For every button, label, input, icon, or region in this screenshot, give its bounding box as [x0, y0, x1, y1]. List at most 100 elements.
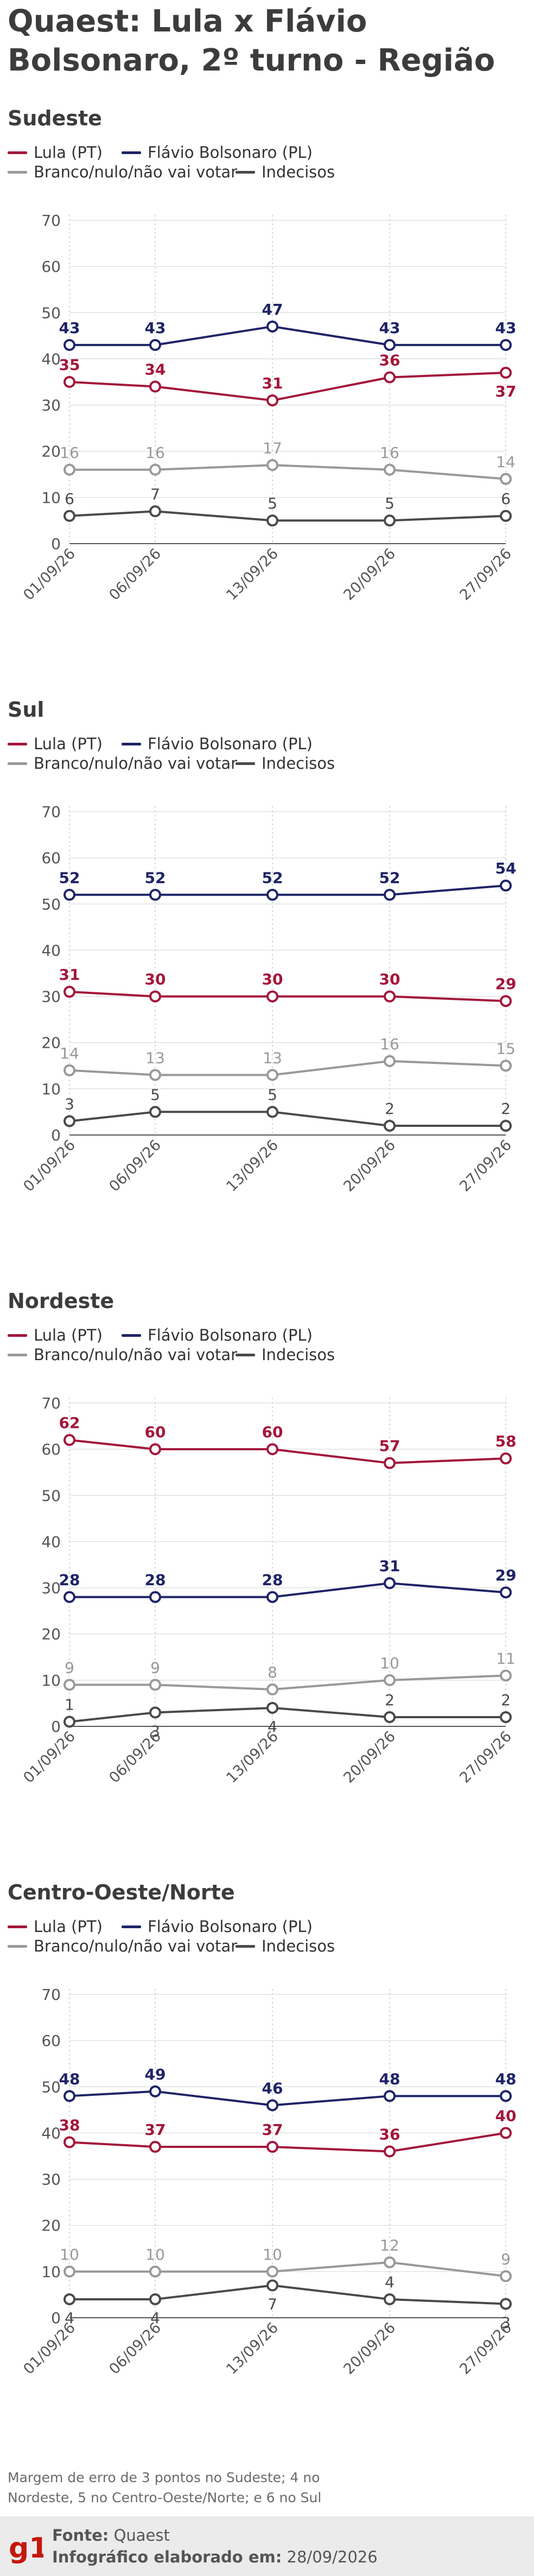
data-label: 40	[495, 2107, 517, 2125]
legend-swatch	[8, 171, 27, 174]
data-label: 43	[379, 319, 400, 337]
data-label: 58	[495, 1432, 517, 1450]
credit-value: 28/09/2026	[287, 2548, 378, 2566]
data-label: 3	[65, 1095, 74, 1113]
y-tick-label: 0	[51, 535, 61, 553]
series-line	[69, 884, 506, 896]
data-point	[63, 1064, 75, 1076]
data-label: 48	[379, 2070, 400, 2088]
data-label: 37	[495, 382, 517, 400]
source-label: Fonte:	[52, 2526, 109, 2545]
source-value: Quaest	[113, 2526, 170, 2545]
data-point	[63, 889, 75, 901]
data-point	[63, 463, 75, 476]
y-tick-label: 70	[41, 1394, 61, 1412]
data-label: 14	[496, 453, 516, 471]
y-tick-label: 70	[41, 1986, 61, 2004]
data-point	[266, 990, 278, 1003]
y-tick-label: 60	[41, 258, 61, 276]
y-tick-label: 50	[41, 304, 61, 322]
data-point	[500, 2270, 512, 2282]
legend-label: Indecisos	[262, 1346, 335, 1364]
data-label: 13	[263, 1049, 282, 1067]
data-label: 43	[59, 319, 80, 337]
y-tick-label: 0	[51, 2309, 61, 2327]
data-label: 48	[495, 2070, 517, 2088]
region-title: Sudeste	[8, 106, 102, 130]
data-point	[63, 1716, 75, 1728]
data-point	[500, 995, 512, 1008]
data-point	[266, 1106, 278, 1118]
data-label: 52	[59, 869, 80, 887]
y-tick-label: 60	[41, 849, 61, 867]
y-tick-label: 10	[41, 489, 61, 507]
data-point	[500, 1669, 512, 1682]
region-chart-block: Centro-Oeste/Norte Lula (PT) Flávio Bolson…	[0, 1880, 534, 2456]
x-tick-label: 01/09/26	[20, 2319, 79, 2378]
data-point	[500, 879, 512, 892]
legend-label: Flávio Bolsonaro (PL)	[148, 1917, 313, 1936]
data-label: 37	[262, 2121, 283, 2139]
legend-label: Branco/nulo/não vai votar	[34, 754, 238, 773]
x-tick-label: 27/09/26	[456, 1137, 515, 1195]
y-tick-label: 10	[41, 2263, 61, 2281]
footer: g1 Fonte: Quaest Infográfico elaborado e…	[0, 2516, 534, 2576]
y-tick-label: 70	[41, 212, 61, 229]
data-label: 16	[145, 444, 165, 462]
y-tick-label: 30	[41, 988, 61, 1006]
data-point	[63, 339, 75, 351]
data-point	[384, 889, 396, 901]
x-tick-label: 13/09/26	[223, 1728, 282, 1787]
credit-label: Infográfico elaborado em:	[52, 2548, 282, 2566]
legend-label: Branco/nulo/não vai votar	[34, 1937, 238, 1955]
data-point	[63, 1434, 75, 1446]
legend-swatch	[8, 743, 27, 745]
data-label: 62	[59, 1414, 80, 1432]
data-point	[63, 2090, 75, 2102]
y-tick-label: 20	[41, 1034, 61, 1052]
data-point	[384, 2090, 396, 2102]
legend-swatch	[8, 1945, 27, 1948]
data-point	[149, 463, 161, 476]
data-label: 10	[60, 2246, 79, 2263]
legend-label: Flávio Bolsonaro (PL)	[148, 1326, 313, 1344]
data-label: 31	[379, 1557, 400, 1575]
data-label: 4	[150, 2309, 160, 2327]
x-tick-label: 01/09/26	[20, 1137, 79, 1195]
data-point	[149, 2140, 161, 2153]
data-label: 16	[380, 444, 399, 462]
legend-swatch	[122, 151, 141, 154]
y-tick-label: 20	[41, 443, 61, 461]
data-label: 15	[496, 1040, 516, 1057]
data-point	[266, 1591, 278, 1603]
data-point	[63, 376, 75, 388]
y-tick-label: 40	[41, 2124, 61, 2142]
data-point	[149, 2265, 161, 2278]
data-label: 7	[268, 2295, 277, 2313]
legend-label: Branco/nulo/não vai votar	[34, 1346, 238, 1364]
legend-swatch	[8, 762, 27, 765]
series-line	[69, 1439, 506, 1464]
data-label: 34	[145, 361, 166, 379]
series-line	[69, 325, 506, 346]
data-point	[63, 1679, 75, 1691]
legend-label: Lula (PT)	[34, 143, 103, 162]
data-label: 31	[262, 374, 283, 392]
legend-swatch	[236, 762, 255, 765]
x-tick-label: 13/09/26	[223, 2319, 282, 2378]
legend-swatch	[122, 1334, 141, 1337]
y-tick-label: 50	[41, 895, 61, 913]
source-line: Fonte: Quaest	[52, 2526, 170, 2545]
data-label: 52	[379, 869, 400, 887]
data-point	[384, 1055, 396, 1067]
data-point	[384, 1577, 396, 1590]
data-point	[63, 1591, 75, 1603]
data-point	[266, 320, 278, 333]
region-title: Sul	[8, 698, 44, 722]
data-point	[384, 514, 396, 527]
data-point	[266, 1683, 278, 1695]
y-tick-label: 20	[41, 1625, 61, 1643]
x-tick-label: 06/09/26	[106, 545, 164, 604]
